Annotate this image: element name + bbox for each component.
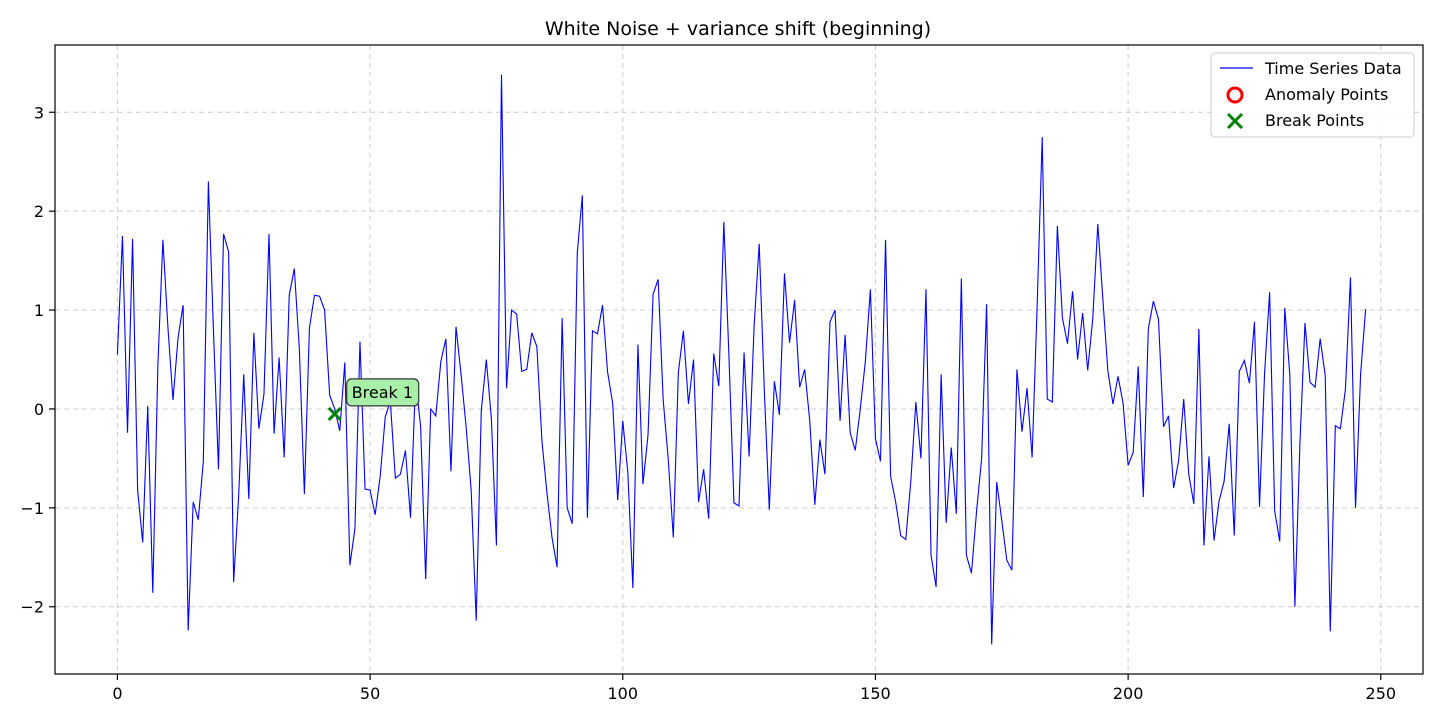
x-tick-label: 100 [607, 684, 638, 703]
plot-frame [54, 44, 1424, 675]
break-point-marker [327, 406, 342, 421]
chart-title: White Noise + variance shift (beginning) [545, 18, 931, 40]
y-tick-label: 2 [34, 202, 44, 221]
y-tick-label: −2 [20, 598, 44, 617]
break-point-label: Break 1 [346, 378, 420, 407]
legend-swatch-anomaly [1226, 86, 1244, 104]
y-tick-label: 0 [34, 400, 44, 419]
svg-text:Break 1: Break 1 [352, 383, 413, 402]
legend-box [1210, 52, 1415, 138]
x-tick-label: 50 [360, 684, 380, 703]
axis-ticks: 0 50 100 150 200 250 −2 −1 0 1 2 3 [20, 103, 1396, 703]
x-tick-label: 200 [1113, 684, 1144, 703]
legend-label-break: Break Points [1265, 111, 1364, 130]
legend: Time Series Data Anomaly Points Break Po… [1210, 52, 1415, 138]
grid [55, 45, 1423, 674]
y-tick-label: −1 [20, 499, 44, 518]
x-tick-label: 250 [1366, 684, 1397, 703]
legend-label-series: Time Series Data [1264, 59, 1402, 78]
series-line-time-series-data [116, 74, 1367, 645]
x-tick-label: 150 [860, 684, 891, 703]
legend-swatch-break [1226, 112, 1244, 130]
break-points: Break 1 [327, 378, 420, 421]
legend-label-anomaly: Anomaly Points [1265, 85, 1388, 104]
x-tick-label: 0 [112, 684, 122, 703]
y-tick-label: 3 [34, 103, 44, 122]
y-tick-label: 1 [34, 301, 44, 320]
